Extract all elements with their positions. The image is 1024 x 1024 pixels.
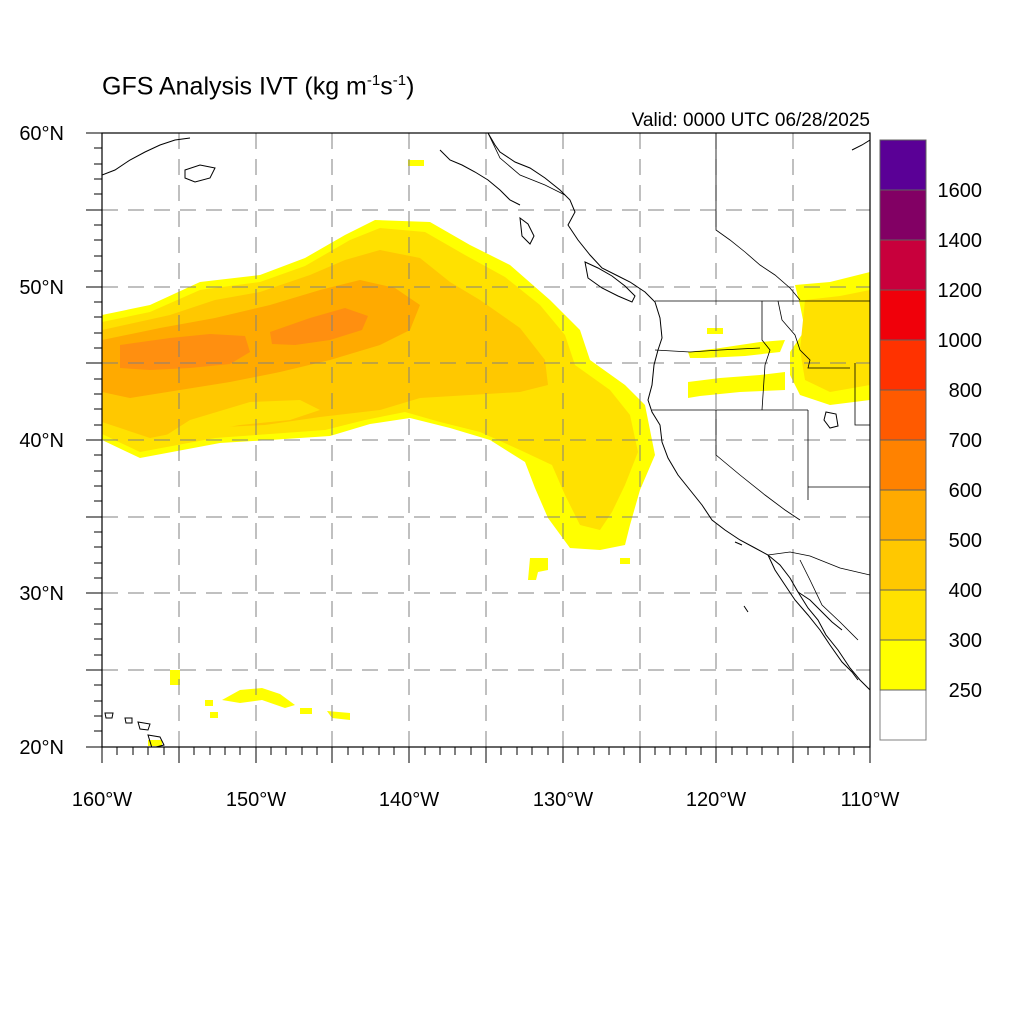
ivt-region-patch	[707, 328, 723, 334]
colorbar-label: 300	[949, 630, 982, 652]
coastline-hudson-bay-edge	[851, 139, 870, 151]
map-title: GFS Analysis IVT (kg m-1s-1)	[102, 72, 415, 101]
colorbar-box	[879, 589, 927, 641]
political-boundaries	[487, 133, 870, 641]
border-us-mexico	[767, 551, 870, 576]
colorbar-box	[879, 289, 927, 341]
coastline-alaska	[102, 137, 191, 176]
valid-time-label: Valid: 0000 UTC 06/28/2025	[631, 110, 870, 131]
colorbar-label: 500	[949, 530, 982, 552]
lon-label: 120°W	[686, 789, 746, 811]
ivt-region-patch	[300, 708, 312, 714]
border-alberta-bc	[715, 133, 801, 301]
coastline-hawaii-big	[147, 734, 165, 747]
colorbar-box	[879, 339, 927, 391]
coastline-baja-peninsula	[767, 554, 859, 681]
border-ca-nv	[715, 410, 801, 521]
border-alaska-canada	[487, 133, 566, 196]
colorbar-box	[879, 439, 927, 491]
border-mexico-state	[799, 559, 859, 641]
coastline-hawaii-kauai	[124, 717, 133, 724]
colorbar-box	[879, 639, 927, 691]
ivt-region-600b	[270, 308, 368, 345]
lat-label: 30°N	[19, 583, 64, 605]
colorbar-box	[879, 139, 927, 191]
lat-label: 20°N	[19, 737, 64, 759]
colorbar-below-box	[879, 689, 927, 741]
ivt-region-600a	[120, 334, 250, 370]
border-idaho-west	[761, 301, 771, 411]
colorbar: 250 300 400 500 600 700 800 1000 1200 14…	[879, 139, 983, 741]
longitude-labels: 160°W 150°W 140°W 130°W 120°W 110°W	[72, 789, 900, 811]
lon-label: 150°W	[226, 789, 286, 811]
border-wy-co	[854, 363, 870, 426]
latitude-labels: 60°N 50°N 40°N 30°N 20°N	[19, 123, 64, 759]
coastline-channel-islands	[734, 541, 749, 613]
colorbar-label: 1600	[938, 180, 983, 202]
border-wa-or	[654, 347, 761, 353]
colorbar-label: 1000	[938, 330, 983, 352]
lon-label: 110°W	[841, 789, 900, 811]
ivt-shading	[102, 160, 870, 746]
colorbar-box	[879, 389, 927, 441]
coastline-haida-gwaii	[519, 216, 535, 245]
lon-label: 140°W	[379, 789, 439, 811]
colorbar-box	[879, 239, 927, 291]
border-idaho-montana	[777, 300, 850, 369]
coastline-gulf-california	[797, 591, 843, 631]
ivt-region-patch	[148, 740, 162, 746]
coastline-hawaii-maui	[137, 721, 151, 731]
colorbar-label: 1400	[938, 230, 983, 252]
colorbar-box	[879, 189, 927, 241]
colorbar-label: 250	[949, 680, 982, 702]
coastline-kodiak	[184, 164, 216, 183]
grid-lines	[102, 133, 870, 747]
lon-label: 160°W	[72, 789, 132, 811]
coastline-north-america	[487, 133, 870, 691]
colorbar-box	[879, 539, 927, 591]
lat-label: 60°N	[19, 123, 64, 145]
ivt-region-patch	[528, 558, 548, 580]
coastlines	[102, 133, 870, 747]
lat-label: 40°N	[19, 430, 64, 452]
colorbar-label: 600	[949, 480, 982, 502]
coastline-alaska-panhandle	[439, 149, 521, 206]
colorbar-label: 400	[949, 580, 982, 602]
colorbar-box	[879, 489, 927, 541]
ivt-region-patch	[620, 558, 630, 564]
colorbar-label: 1200	[938, 280, 983, 302]
lat-label: 50°N	[19, 277, 64, 299]
coastline-hawaii-oahu	[104, 712, 114, 719]
axis-ticks	[86, 132, 871, 763]
colorbar-label: 800	[949, 380, 982, 402]
ivt-region-patch	[222, 688, 295, 708]
ivt-region-patch	[205, 700, 213, 706]
ivt-region-streak	[140, 400, 320, 452]
ivt-region-patch	[327, 711, 350, 720]
coastline-great-salt-lake	[823, 411, 839, 429]
ivt-region-patch	[210, 712, 218, 718]
ivt-region-patch	[170, 670, 180, 685]
lon-label: 130°W	[533, 789, 593, 811]
coastline-vancouver-island	[584, 261, 636, 303]
colorbar-label: 700	[949, 430, 982, 452]
ivt-region-inland-d	[688, 372, 785, 398]
ivt-region-patch	[408, 160, 424, 166]
ivt-region-inland-b	[800, 290, 870, 392]
